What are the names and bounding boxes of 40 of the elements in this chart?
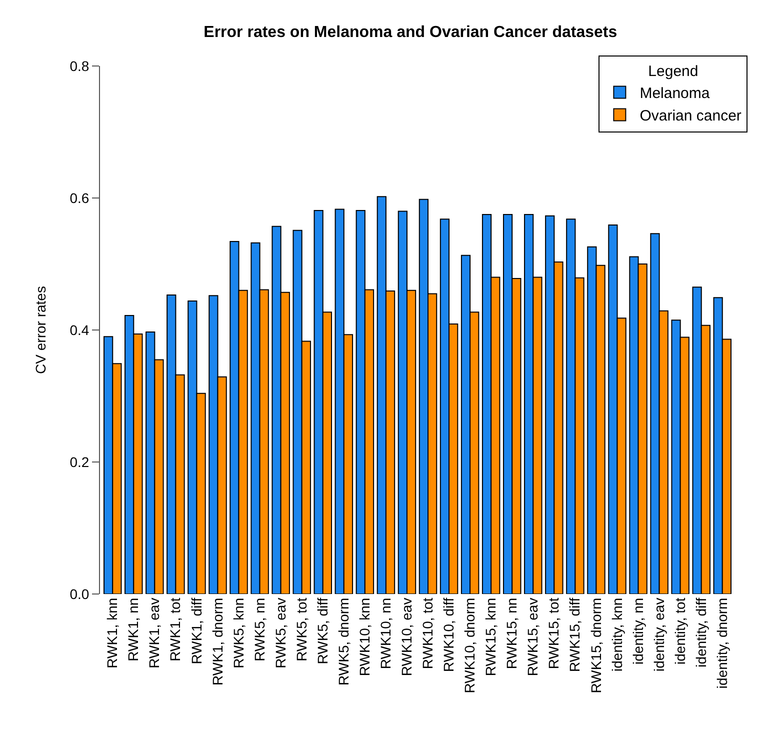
x-tick-label: RWK5, knn: [230, 598, 246, 668]
x-tick-label: RWK1, knn: [104, 598, 120, 668]
x-tick-label: RWK15, dnorm: [588, 598, 604, 694]
y-tick-label: 0.0: [70, 586, 90, 602]
x-tick-label: RWK10, nn: [378, 598, 394, 670]
x-tick-label: RWK10, diff: [440, 598, 457, 672]
legend-label: Melanoma: [640, 85, 710, 102]
x-tick-label: RWK10, tot: [420, 598, 436, 670]
x-tick-label: identity, nn: [630, 598, 646, 664]
y-tick-label: 0.6: [70, 190, 90, 206]
x-tick-label: RWK10, knn: [356, 598, 372, 676]
x-tick-label: RWK5, nn: [251, 598, 268, 662]
x-tick-label: RWK15, tot: [546, 598, 562, 670]
x-tick-label: RWK1, diff: [188, 598, 204, 664]
x-tick-label: RWK5, tot: [293, 598, 310, 662]
y-tick-label: 0.8: [70, 58, 90, 74]
x-tick-label: RWK1, dnorm: [209, 598, 226, 686]
x-tick-label: RWK15, nn: [504, 598, 520, 670]
y-tick-label: 0.4: [70, 322, 90, 338]
x-tick-label: identity, diff: [692, 598, 709, 668]
x-tick-label: RWK15, eav: [524, 598, 541, 676]
x-tick-label: RWK1, eav: [146, 598, 162, 668]
x-tick-label: identity, eav: [650, 598, 667, 672]
chart-title: Error rates on Melanoma and Ovarian Cancer datasets: [204, 24, 618, 42]
y-tick-label: 0.2: [70, 454, 90, 470]
x-tick-label: RWK1, tot: [167, 598, 184, 662]
x-tick-label: identity, dnorm: [714, 598, 730, 689]
x-tick-label: RWK5, eav: [272, 598, 288, 668]
x-tick-label: RWK15, diff: [566, 598, 583, 672]
x-tick-label: RWK10, eav: [398, 598, 415, 676]
x-tick-label: RWK1, nn: [125, 598, 142, 662]
x-tick-label: identity, tot: [672, 598, 688, 664]
x-tick-label: RWK5, dnorm: [335, 598, 352, 686]
x-tick-label: RWK15, knn: [482, 598, 499, 676]
x-tick-label: identity, knn: [608, 598, 625, 672]
y-axis-title: CV error rates: [32, 286, 48, 374]
x-tick-label: RWK5, diff: [314, 598, 330, 664]
x-tick-label: RWK10, dnorm: [462, 598, 478, 694]
legend-label: Ovarian cancer: [640, 108, 742, 125]
legend-title: Legend: [648, 62, 698, 80]
